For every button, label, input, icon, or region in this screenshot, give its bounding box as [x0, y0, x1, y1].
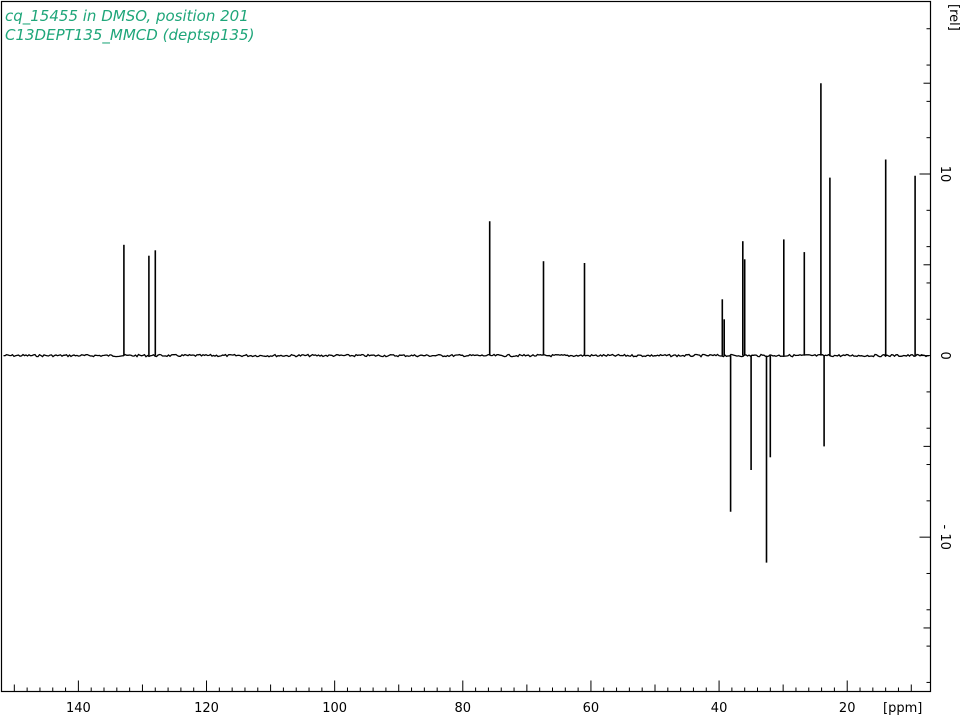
x-tick-label: 20: [839, 701, 856, 716]
y-axis: 10 0 - 10: [919, 28, 952, 683]
x-tick-label: 40: [711, 701, 728, 716]
y-tick-label: 0: [937, 351, 952, 359]
x-tick-label: 140: [66, 701, 91, 716]
x-tick-label: 100: [322, 701, 347, 716]
experiment-subtitle: C13DEPT135_MMCD (deptsp135): [5, 26, 254, 45]
x-tick-label: 60: [583, 701, 600, 716]
x-tick-label: 120: [194, 701, 219, 716]
x-tick-label: 80: [455, 701, 472, 716]
experiment-title: cq_15455 in DMSO, position 201: [5, 7, 249, 26]
y-tick-label: 10: [937, 166, 952, 183]
y-axis-label: [rel]: [946, 4, 961, 31]
spectrum-baseline: [3, 353, 930, 358]
spectrum-trace: [3, 83, 930, 563]
x-axis: 140 120 100 80 60 40 20: [13, 680, 912, 716]
y-tick-label: - 10: [937, 525, 952, 550]
plot-frame: [0, 0, 932, 693]
x-axis-label: [ppm]: [883, 701, 922, 716]
